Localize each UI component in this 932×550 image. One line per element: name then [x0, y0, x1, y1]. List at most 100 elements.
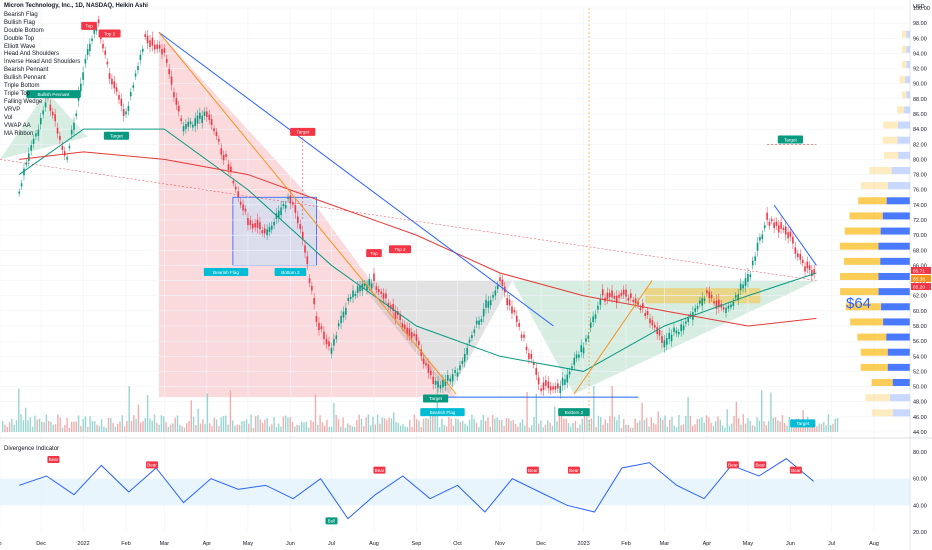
legend-item[interactable]: Elliott Wave — [4, 43, 36, 50]
candle-body — [637, 301, 639, 305]
candle-body — [66, 156, 68, 160]
legend-item[interactable]: Bearish Flag — [4, 11, 38, 18]
legend-item[interactable]: Double Top — [4, 35, 35, 42]
volume-bar — [199, 423, 202, 432]
candle-body — [320, 326, 323, 330]
volume-bar — [625, 424, 627, 432]
volume-bar — [275, 426, 278, 432]
candle-body — [61, 145, 64, 151]
candle-body — [784, 226, 787, 235]
candle-body — [165, 58, 168, 63]
candle-body — [642, 303, 644, 309]
volume-bar — [13, 424, 15, 432]
volume-bar — [121, 415, 123, 432]
volume-bar — [202, 419, 204, 432]
legend-item[interactable]: Triple Bottom — [4, 83, 40, 90]
volume-bar — [761, 390, 763, 432]
candle-body — [775, 221, 778, 226]
candle-body — [425, 363, 427, 366]
x-tick-label: Apr — [203, 541, 212, 547]
volume-bar — [834, 418, 836, 432]
volume-bar — [570, 426, 572, 432]
candle-body — [287, 196, 289, 200]
ma-line — [19, 151, 817, 327]
candle-body — [118, 94, 120, 100]
legend-item[interactable]: Bearish Pennant — [4, 67, 49, 74]
legend-item[interactable]: Bullish Pennant — [4, 75, 46, 82]
volume-bar — [616, 420, 618, 432]
volume-bar — [512, 420, 514, 432]
volume-bar — [777, 420, 779, 432]
volume-bar — [705, 415, 708, 432]
volume-bar — [689, 416, 692, 432]
volume-bar — [6, 426, 8, 432]
candle-body — [225, 154, 227, 158]
legend-item[interactable]: Inverse Head And Shoulders — [4, 59, 81, 66]
volume-bar — [188, 421, 190, 432]
volume-bar — [250, 414, 252, 432]
candle-body — [537, 377, 540, 385]
legend-item[interactable]: VRVP — [4, 106, 21, 113]
candle-body — [525, 346, 528, 351]
volume-bar — [510, 420, 512, 432]
candle-body — [335, 335, 338, 340]
candle-body — [35, 133, 37, 137]
candle-body — [518, 323, 520, 327]
volume-bar — [11, 418, 13, 432]
legend-item[interactable]: VWAP AA — [4, 122, 31, 129]
volume-bar — [241, 421, 243, 432]
candle-body — [168, 68, 170, 75]
candle-body — [333, 338, 335, 346]
candle-body — [323, 331, 325, 340]
candle-body — [80, 83, 82, 92]
volume-bar — [278, 423, 280, 432]
legend-item[interactable]: Falling Wedge — [4, 98, 43, 105]
indicator-label-bg — [726, 461, 739, 469]
candle-body — [175, 98, 178, 105]
volume-bar — [443, 425, 445, 432]
candle-body — [528, 353, 530, 360]
volume-bar — [758, 420, 761, 432]
volume-bar — [611, 385, 613, 432]
indicator-label: Bull — [328, 519, 336, 524]
volume-bar — [613, 416, 616, 432]
volume-bar — [383, 418, 386, 432]
candle-body — [403, 324, 406, 329]
candle-body — [575, 354, 578, 359]
volume-bar — [252, 427, 255, 432]
legend-item[interactable]: Double Bottom — [4, 27, 44, 34]
legend-item[interactable]: Bullish Flag — [4, 19, 36, 26]
candle-body — [247, 218, 249, 226]
profile-bar-up — [906, 30, 910, 38]
candle-body — [254, 223, 256, 228]
candle-body — [406, 327, 408, 335]
candle-body — [137, 65, 139, 71]
legend-item[interactable]: Vol — [4, 114, 13, 121]
price-badge: 65.38 — [913, 276, 925, 282]
volume-bar — [211, 426, 213, 432]
volume-bar — [678, 414, 680, 432]
volume-bar — [328, 426, 330, 432]
volume-bar — [779, 421, 781, 432]
volume-bar — [186, 423, 188, 432]
candle-body — [170, 76, 173, 85]
candle-body — [461, 360, 464, 364]
candle-body — [644, 313, 647, 316]
legend-item[interactable]: Triple Top — [4, 90, 31, 97]
candle-body — [266, 229, 268, 236]
legend-item[interactable]: Head And Shoulders — [4, 51, 60, 58]
volume-bar — [153, 414, 156, 432]
candle-body — [208, 114, 211, 120]
candle-body — [501, 279, 504, 286]
candle-body — [413, 333, 415, 337]
candle-body — [239, 201, 242, 205]
y-tick-label: 88.00 — [913, 97, 927, 103]
candle-body — [377, 289, 380, 292]
profile-bar-down — [871, 409, 893, 417]
volume-bar — [439, 427, 441, 432]
legend-item[interactable]: MA Ribbon — [4, 130, 34, 137]
y-tick-label: 46.00 — [913, 415, 927, 421]
candle-body — [794, 247, 797, 254]
volume-bar — [342, 417, 344, 432]
volume-bar — [646, 417, 648, 432]
